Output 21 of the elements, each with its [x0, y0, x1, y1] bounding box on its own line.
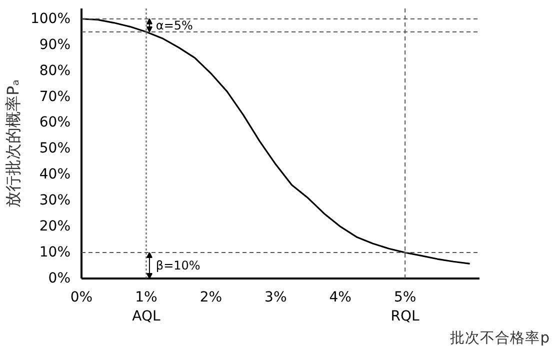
- y-tick-label: 40%: [39, 166, 71, 183]
- x-tick-label: 0%: [70, 290, 93, 306]
- y-tick-label: 20%: [39, 218, 71, 235]
- x-tick-label: 2%: [200, 290, 222, 306]
- y-tick-label: 80%: [39, 62, 71, 79]
- x-tick-label: 5% RQL: [390, 290, 420, 325]
- y-axis-title: 放行批次的概率Pₐ: [3, 80, 22, 208]
- y-tick-label: 100%: [30, 10, 71, 27]
- y-tick-label: 0%: [48, 270, 71, 286]
- annotation: β=10%: [156, 258, 200, 273]
- y-tick-label: 50%: [39, 140, 71, 157]
- x-tick-label: 1% AQL: [132, 290, 160, 325]
- x-tick-label: 4%: [329, 290, 352, 306]
- y-tick-label: 70%: [39, 88, 71, 105]
- annotation: α=5%: [156, 18, 193, 32]
- x-axis-title: 批次不合格率p: [450, 330, 550, 346]
- y-tick-label: 90%: [39, 36, 71, 53]
- y-tick-label: 30%: [39, 192, 71, 209]
- y-tick-label: 10%: [39, 244, 71, 261]
- x-tick-label: 3%: [264, 290, 287, 306]
- y-tick-label: 60%: [39, 114, 71, 131]
